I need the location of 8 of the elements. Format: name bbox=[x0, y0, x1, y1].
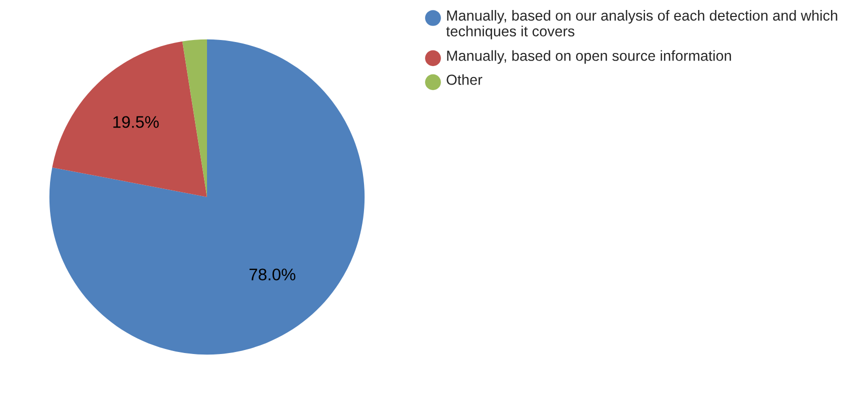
pie-slice bbox=[182, 39, 207, 197]
legend-label: Manually, based on our analysis of each detection and which techniques it covers bbox=[446, 10, 838, 40]
data-label: 78.0% bbox=[250, 268, 296, 280]
legend-label: Other bbox=[446, 74, 482, 85]
data-label: 19.5% bbox=[113, 116, 159, 128]
pie-slice bbox=[52, 41, 207, 197]
legend-label: Manually, based on open source information bbox=[447, 50, 731, 64]
pie-slice bbox=[49, 39, 365, 355]
